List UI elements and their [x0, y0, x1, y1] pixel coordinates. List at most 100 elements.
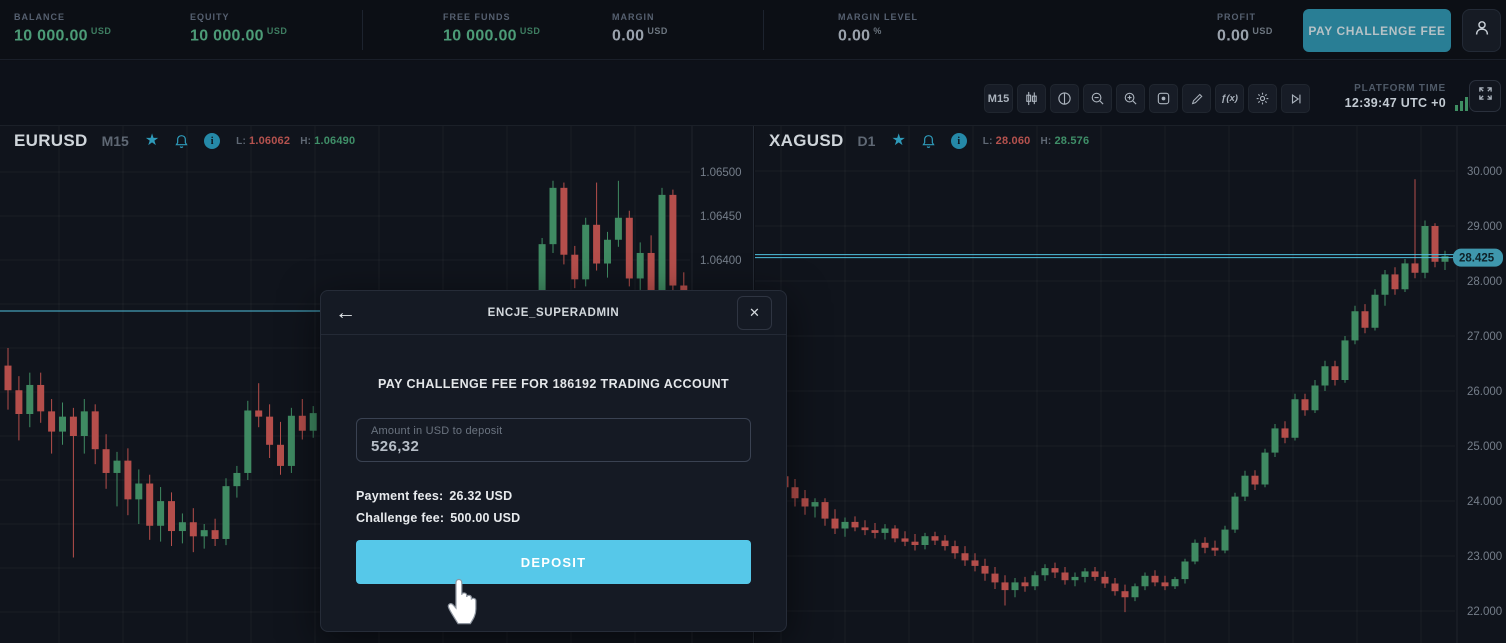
modal-header: ← ENCJE_SUPERADMIN ✕: [321, 291, 786, 335]
margin-level-label: MARGIN LEVEL: [838, 12, 919, 22]
challenge-fee-label: Challenge fee:: [356, 511, 445, 525]
zoom-out-icon: [1090, 91, 1105, 106]
fees-summary: Payment fees: 26.32 USD Challenge fee: 500…: [356, 485, 751, 529]
account-summary-bar: BALANCE 10 000.00 USD EQUITY 10 000.00 USD…: [0, 0, 1506, 60]
timeframe-button[interactable]: M15: [984, 84, 1013, 113]
svg-text:28.000: 28.000: [1467, 276, 1502, 288]
margin-value: 0.00: [612, 27, 645, 45]
layout-icon: [1057, 91, 1072, 106]
person-icon: [1473, 19, 1491, 42]
low-label: L:: [982, 136, 993, 147]
challenge-fee-value: 500.00 USD: [450, 511, 521, 525]
high-label: H:: [300, 136, 312, 147]
svg-text:29.000: 29.000: [1467, 221, 1502, 233]
chart-type-button[interactable]: [1017, 84, 1046, 113]
challenge-fee-row: Challenge fee: 500.00 USD: [356, 507, 751, 529]
divider: [362, 10, 363, 50]
connection-bars-icon: [1455, 96, 1468, 111]
high-value: 1.06490: [314, 135, 356, 147]
svg-text:28.425: 28.425: [1459, 253, 1495, 265]
zoom-in-button[interactable]: [1116, 84, 1145, 113]
margin-level-unit: %: [873, 26, 882, 36]
back-arrow-icon[interactable]: ←: [335, 301, 356, 324]
pay-challenge-fee-modal: ← ENCJE_SUPERADMIN ✕ PAY CHALLENGE FEE F…: [320, 290, 787, 632]
chart-tool-buttons: M15 ƒ(x): [984, 84, 1310, 113]
deposit-amount-value: 526,32: [371, 438, 420, 455]
low-value: 1.06062: [249, 135, 291, 147]
indicators-button[interactable]: ƒ(x): [1215, 84, 1244, 113]
high-label: H:: [1040, 136, 1052, 147]
free-funds-label: FREE FUNDS: [443, 12, 511, 22]
symbol-name: EURUSD: [14, 131, 88, 150]
chart-toolbar: M15 ƒ(x) PLATFORM TIME 12:39:47 UTC +0: [0, 61, 1506, 125]
equity-stat: EQUITY 10 000.00 USD: [190, 12, 287, 45]
payment-fees-label: Payment fees:: [356, 489, 444, 503]
focus-icon: [1156, 91, 1171, 106]
alert-bell-icon[interactable]: [921, 134, 936, 149]
chart-panel-xagusd: 30.000 29.000 28.000 27.000 26.000 25.000 24.0…: [755, 126, 1506, 643]
svg-text:1.06450: 1.06450: [700, 211, 742, 223]
current-price-badge: 28.425: [1453, 248, 1503, 267]
margin-level-stat: MARGIN LEVEL 0.00%: [838, 12, 918, 45]
svg-text:30.000: 30.000: [1467, 166, 1502, 178]
margin-unit: USD: [647, 26, 668, 36]
info-icon[interactable]: i: [950, 133, 967, 149]
low-value: 28.060: [995, 135, 1031, 147]
profit-label: PROFIT: [1217, 12, 1256, 22]
draw-button[interactable]: [1182, 84, 1211, 113]
price-axis: 1.06500 1.06450 1.06400: [700, 167, 742, 267]
fullscreen-icon: [1478, 86, 1493, 106]
svg-text:22.000: 22.000: [1467, 606, 1502, 618]
info-icon[interactable]: i: [204, 133, 221, 149]
zoom-out-button[interactable]: [1083, 84, 1112, 113]
symbol-timeframe: M15: [101, 133, 129, 149]
modal-title: ENCJE_SUPERADMIN: [487, 306, 620, 319]
symbol-timeframe: D1: [857, 133, 876, 149]
pay-challenge-fee-button[interactable]: PAY CHALLENGE FEE: [1303, 9, 1451, 52]
payment-fees-row: Payment fees: 26.32 USD: [356, 485, 751, 507]
symbol-name: XAGUSD: [769, 131, 844, 150]
profit-unit: USD: [1252, 26, 1273, 36]
balance-label: BALANCE: [14, 12, 65, 22]
fullscreen-button[interactable]: [1469, 80, 1501, 112]
zoom-in-icon: [1123, 91, 1138, 106]
chart-type-icon: [1024, 91, 1039, 106]
margin-label: MARGIN: [612, 12, 655, 22]
deposit-amount-label: Amount in USD to deposit: [371, 425, 503, 437]
profit-stat: PROFIT 0.00 USD: [1217, 12, 1273, 45]
candlestick-chart-xagusd[interactable]: 30.000 29.000 28.000 27.000 26.000 25.000 24.0…: [755, 126, 1506, 643]
divider: [763, 10, 764, 50]
deposit-button[interactable]: DEPOSIT: [356, 540, 751, 584]
balance-unit: USD: [90, 26, 112, 36]
free-funds-stat: FREE FUNDS 10 000.00 USD: [443, 12, 540, 45]
svg-text:26.000: 26.000: [1467, 386, 1502, 398]
current-price-line: [755, 254, 1455, 259]
focus-button[interactable]: [1149, 84, 1178, 113]
profit-value: 0.00: [1217, 27, 1250, 45]
svg-text:1.06500: 1.06500: [700, 167, 742, 179]
settings-button[interactable]: [1248, 84, 1277, 113]
equity-unit: USD: [266, 26, 288, 36]
svg-text:24.000: 24.000: [1467, 496, 1502, 508]
favorite-star-icon[interactable]: ★: [891, 132, 906, 149]
skip-end-icon: [1289, 92, 1303, 106]
platform-time: PLATFORM TIME 12:39:47 UTC +0: [1345, 83, 1446, 110]
deposit-amount-input[interactable]: Amount in USD to deposit 526,32: [356, 418, 751, 462]
close-button[interactable]: ✕: [737, 296, 772, 330]
payment-fees-value: 26.32 USD: [449, 489, 513, 503]
free-funds-unit: USD: [519, 26, 541, 36]
grid-lines: [755, 126, 1458, 643]
favorite-star-icon[interactable]: ★: [144, 132, 160, 149]
equity-value: 10 000.00: [190, 27, 264, 45]
platform-time-value: 12:39:47 UTC +0: [1344, 96, 1446, 110]
alert-bell-icon[interactable]: [174, 134, 189, 149]
settings-icon: [1255, 91, 1270, 106]
layout-button[interactable]: [1050, 84, 1079, 113]
profile-button[interactable]: [1462, 9, 1501, 52]
modal-body: PAY CHALLENGE FEE FOR 186192 TRADING ACC…: [321, 377, 786, 584]
equity-label: EQUITY: [190, 12, 230, 22]
svg-text:25.000: 25.000: [1467, 441, 1502, 453]
margin-stat: MARGIN 0.00 USD: [612, 12, 668, 45]
skip-end-button[interactable]: [1281, 84, 1310, 113]
price-axis: 30.000 29.000 28.000 27.000 26.000 25.000 24.0…: [1467, 166, 1502, 618]
